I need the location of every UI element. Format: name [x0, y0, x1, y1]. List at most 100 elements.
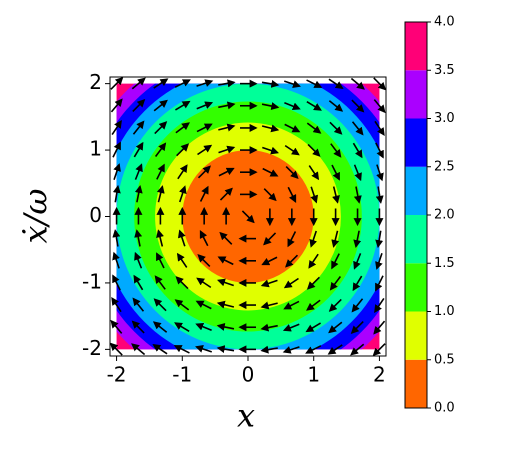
quiver-arrow — [153, 298, 167, 312]
colorbar-tick-label: 3.5 — [434, 63, 455, 78]
quiver-arrow — [196, 101, 214, 110]
quiver-arrow — [110, 319, 123, 334]
quiver-arrow — [373, 320, 386, 335]
quiver-arrow — [196, 277, 212, 289]
colorbar-band — [405, 22, 427, 71]
quiver-arrow — [374, 297, 385, 314]
y-tick-label: 2 — [89, 70, 102, 94]
colorbar-band — [405, 359, 427, 408]
quiver-arrow — [305, 322, 321, 333]
quiver-arrow — [196, 79, 214, 87]
quiver-arrow — [305, 345, 322, 354]
quiver-arrow — [285, 254, 299, 268]
quiver-arrow — [373, 99, 386, 114]
quiver-arrow — [282, 346, 300, 354]
quiver-arrow — [196, 123, 213, 133]
quiver-arrow — [111, 297, 122, 313]
quiver-arrow — [328, 100, 344, 112]
quiver-arrow — [263, 232, 277, 246]
colorbar-tick-label: 0.0 — [434, 401, 455, 416]
quiver-arrow — [176, 143, 190, 157]
colorbar-band — [405, 118, 427, 167]
quiver-arrow — [199, 230, 209, 247]
quiver-arrow — [216, 345, 235, 354]
quiver-arrow — [197, 254, 211, 268]
colorbar-tick-label: 1.0 — [434, 304, 455, 319]
quiver-arrow — [112, 229, 121, 247]
y-axis-label: ẋ/ω — [17, 189, 55, 244]
quiver-arrow — [173, 345, 190, 354]
quiver-arrow — [131, 77, 146, 90]
quiver-arrow — [350, 77, 365, 90]
colorbar-tick-label: 2.5 — [434, 159, 455, 174]
quiver-arrow — [260, 279, 278, 288]
x-tick-label: 2 — [373, 363, 386, 387]
quiver-arrow — [112, 251, 120, 269]
quiver-arrow — [331, 253, 340, 270]
quiver-arrow — [262, 146, 279, 155]
quiver-arrow — [308, 253, 319, 269]
quiver-arrow — [216, 300, 235, 309]
quiver-arrow — [328, 298, 342, 312]
quiver-arrow — [351, 121, 364, 136]
y-tick-label: -1 — [82, 269, 102, 293]
x-axis-label: x — [237, 397, 255, 435]
quiver-arrow — [306, 299, 321, 311]
quiver — [109, 76, 387, 357]
quiver-arrow — [217, 278, 234, 287]
quiver-arrow — [351, 99, 365, 113]
quiver-arrow — [327, 344, 343, 355]
quiver-arrow — [331, 230, 340, 248]
quiver-arrow — [353, 186, 362, 204]
quiver-arrow — [154, 142, 167, 157]
quiver-arrow — [329, 276, 342, 291]
quiver-arrow — [154, 121, 168, 135]
quiver-arrow — [328, 78, 344, 89]
quiver-arrow — [176, 252, 188, 268]
quiver-arrow — [309, 230, 318, 248]
quiver-arrow — [197, 165, 211, 179]
quiver-arrow — [133, 141, 144, 158]
colorbar-tick-label: 0.5 — [434, 352, 455, 367]
quiver-arrow — [261, 256, 278, 266]
quiver-arrow — [153, 99, 168, 112]
quiver-arrow — [350, 321, 364, 335]
colorbar-tick-label: 1.5 — [434, 256, 455, 271]
x-tick-label: -1 — [172, 363, 192, 387]
quiver-arrow — [241, 210, 255, 224]
quiver-arrow — [218, 145, 236, 154]
colorbar-band — [405, 70, 427, 119]
quiver-arrow — [175, 276, 189, 290]
quiver-arrow — [260, 323, 278, 332]
colorbar-band — [405, 263, 427, 312]
quiver-arrow — [110, 98, 123, 113]
quiver-arrow — [175, 122, 190, 134]
quiver-arrow — [110, 76, 124, 90]
quiver-arrow — [307, 143, 321, 157]
x-tick-label: 1 — [307, 363, 320, 387]
quiver-arrow — [284, 102, 301, 111]
quiver-arrow — [352, 142, 363, 159]
quiver-arrow — [260, 301, 278, 310]
quiver-arrow — [263, 188, 277, 202]
x-tick-label: -2 — [107, 363, 127, 387]
quiver-arrow — [218, 79, 236, 88]
quiver-arrow — [353, 230, 362, 249]
quiver-arrow — [133, 274, 144, 291]
quiver-arrow — [156, 229, 164, 247]
quiver-arrow — [156, 163, 165, 180]
quiver-arrow — [282, 323, 300, 332]
quiver-arrow — [131, 320, 145, 334]
quiver-arrow — [156, 185, 165, 203]
y-tick-label: 0 — [89, 203, 102, 227]
quiver-arrow — [195, 300, 212, 310]
quiver-arrow — [260, 345, 278, 354]
quiver-arrow — [328, 321, 343, 334]
quiver-arrow — [331, 164, 340, 181]
quiver-arrow — [134, 251, 143, 269]
quiver-arrow — [283, 277, 299, 289]
quiver-arrow — [350, 343, 365, 356]
quiver-arrow — [174, 299, 190, 311]
quiver-arrow — [132, 98, 146, 112]
